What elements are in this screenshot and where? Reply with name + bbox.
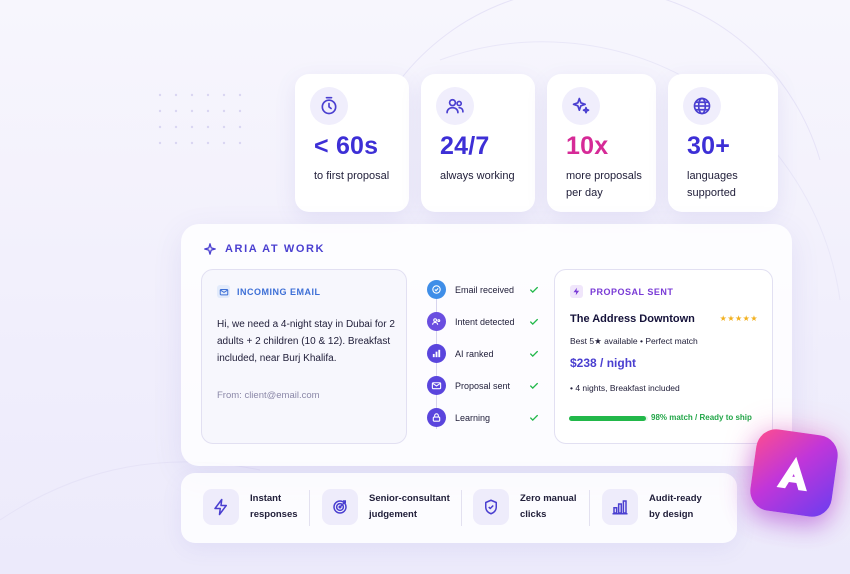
target-icon <box>322 489 358 525</box>
bar-chart-icon <box>602 489 638 525</box>
proposal-sent-card[interactable]: PROPOSAL SENT The Address Downtown ★★★★★… <box>554 269 773 444</box>
stat-card-speed: < 60s to first proposal <box>295 74 409 212</box>
stay-details: • 4 nights, Breakfast included <box>570 383 680 393</box>
stat-card-throughput: 10x more proposals per day <box>547 74 656 212</box>
sparkle-icon <box>562 87 600 125</box>
hotel-price: $238 / night <box>570 356 637 370</box>
step-ai-ranked: AI ranked <box>427 344 539 363</box>
email-sender: From: client@email.com <box>217 390 320 401</box>
feature-label: Audit-ready by design <box>649 493 702 520</box>
card-header: PROPOSAL SENT <box>570 285 673 298</box>
feature-label: Senior-consultant judgement <box>369 493 450 520</box>
incoming-email-card[interactable]: INCOMING EMAIL Hi, we need a 4-night sta… <box>201 269 407 444</box>
bar-chart-icon <box>427 344 446 363</box>
checkmark-icon <box>530 350 538 357</box>
step-label: Email received <box>455 284 515 295</box>
panel-title: ARIA AT WORK <box>203 242 325 256</box>
checkmark-icon <box>530 382 538 389</box>
feature-audit-ready: Audit-ready by design <box>602 489 709 525</box>
step-label: AI ranked <box>455 348 494 359</box>
feature-label: Zero manual clicks <box>520 493 577 520</box>
card-header: INCOMING EMAIL <box>217 285 321 298</box>
match-status: 98% match / Ready to ship <box>651 413 752 422</box>
match-progress-fill <box>569 416 647 421</box>
hotel-subtitle: Best 5★ available • Perfect match <box>570 336 698 346</box>
sparkle-icon <box>204 243 216 255</box>
features-bar: Instant responses Senior-consultant judg… <box>181 473 737 543</box>
feature-instant-responses: Instant responses <box>203 489 306 525</box>
stat-value: 24/7 <box>440 132 490 160</box>
divider <box>589 490 590 526</box>
checkmark-icon <box>530 414 538 421</box>
globe-icon <box>683 87 721 125</box>
stat-value: < 60s <box>314 132 379 160</box>
lightning-icon <box>203 489 239 525</box>
aria-at-work-panel: ARIA AT WORK INCOMING EMAIL Hi, we need … <box>181 224 792 466</box>
mail-icon <box>217 285 230 298</box>
stat-label: languages supported <box>687 170 738 199</box>
shield-check-icon <box>473 489 509 525</box>
clock-icon <box>310 87 348 125</box>
proposal-sent-heading: PROPOSAL SENT <box>590 286 674 297</box>
step-label: Learning <box>455 412 491 423</box>
hotel-name: The Address Downtown <box>570 313 695 325</box>
stat-card-languages: 30+ languages supported <box>668 74 778 212</box>
step-proposal-sent: Proposal sent <box>427 376 539 395</box>
lock-icon <box>427 408 446 427</box>
users-icon <box>436 87 474 125</box>
app-logo <box>747 426 841 520</box>
incoming-email-heading: INCOMING EMAIL <box>237 286 321 297</box>
step-label: Intent detected <box>455 316 515 327</box>
email-body: Hi, we need a 4-night stay in Dubai for … <box>217 319 395 364</box>
stat-label: always working <box>440 170 515 182</box>
envelope-icon <box>427 376 446 395</box>
step-label: Proposal sent <box>455 380 511 391</box>
panel-title-text: ARIA AT WORK <box>225 243 326 255</box>
checkmark-icon <box>530 286 538 293</box>
checkmark-icon <box>530 318 538 325</box>
feature-senior-consultant: Senior-consultant judgement <box>322 489 459 525</box>
divider <box>309 490 310 526</box>
stat-card-availability: 24/7 always working <box>421 74 535 212</box>
lightning-icon <box>570 285 583 298</box>
stat-value: 30+ <box>687 132 731 160</box>
divider <box>461 490 462 526</box>
people-icon <box>427 312 446 331</box>
step-intent-detected: Intent detected <box>427 312 539 331</box>
step-email-received: Email received <box>427 280 539 299</box>
stat-label: more proposals per day <box>566 170 642 199</box>
step-learning: Learning <box>427 408 539 427</box>
feature-label: Instant responses <box>250 493 298 520</box>
timeline-connector <box>436 299 437 429</box>
feature-zero-manual-clicks: Zero manual clicks <box>473 489 582 525</box>
star-rating: ★★★★★ <box>719 314 758 323</box>
stat-value: 10x <box>566 132 609 160</box>
match-progress-bar <box>569 416 648 421</box>
check-circle-icon <box>427 280 446 299</box>
logo-a-icon <box>776 456 807 492</box>
stat-label: to first proposal <box>314 170 390 182</box>
